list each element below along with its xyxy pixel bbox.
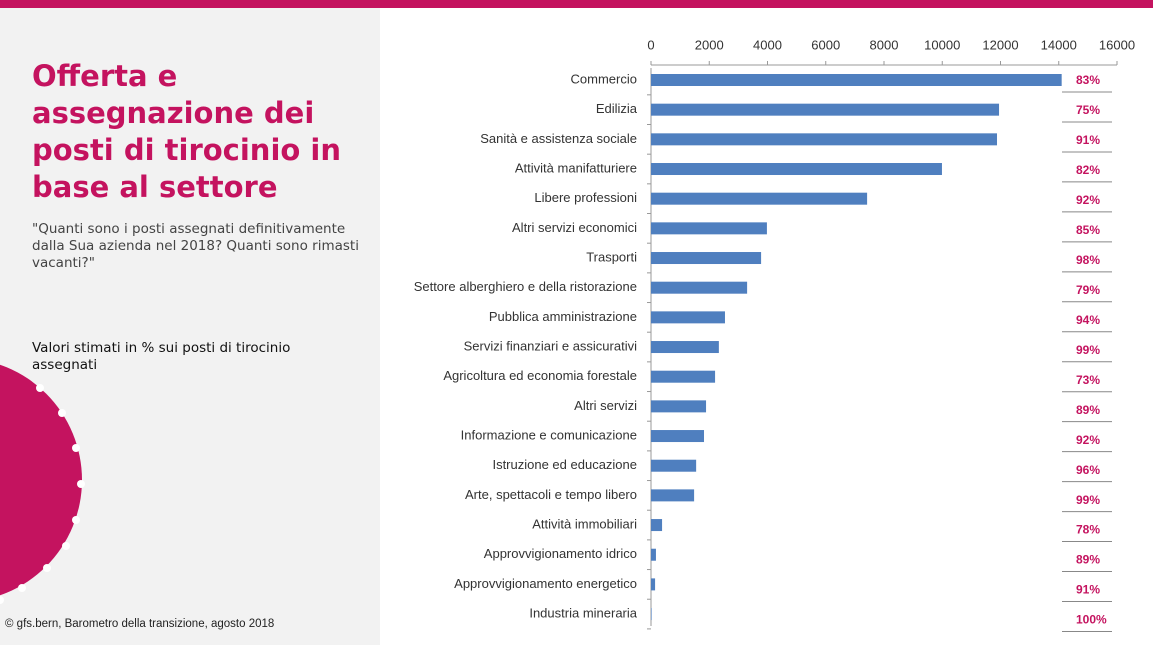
- bar: [651, 400, 707, 413]
- decoration: [0, 364, 85, 604]
- y-tick-label: Settore alberghiero e della ristorazione: [414, 279, 637, 294]
- share-label: 91%: [1076, 583, 1100, 597]
- y-tick-label: Istruzione ed educazione: [492, 457, 637, 472]
- y-tick-label: Commercio: [571, 71, 637, 86]
- subtitle: "Quanti sono i posti assegnati definitiv…: [32, 221, 359, 271]
- x-tick-label: 12000: [982, 37, 1018, 52]
- share-label: 78%: [1076, 523, 1100, 537]
- y-tick-label: Edilizia: [596, 101, 638, 116]
- bar: [651, 459, 697, 472]
- y-tick-label: Approvvigionamento idrico: [484, 546, 637, 561]
- y-tick-label: Agricoltura ed economia forestale: [443, 368, 637, 383]
- bar: [651, 163, 942, 176]
- bar: [651, 222, 767, 235]
- bar: [651, 608, 652, 621]
- note: Valori stimati in % sui posti di tirocin…: [32, 340, 291, 373]
- bar: [651, 103, 1000, 116]
- share-label: 83%: [1076, 73, 1100, 87]
- bar: [651, 133, 998, 146]
- x-tick-label: 2000: [695, 37, 724, 52]
- decor-dots: [0, 384, 85, 604]
- bar: [651, 74, 1062, 86]
- x-tick-label: 6000: [811, 37, 840, 52]
- y-tick-label: Trasporti: [586, 249, 637, 264]
- x-tick-label: 8000: [870, 37, 899, 52]
- bar: [651, 281, 748, 294]
- y-tick-label: Pubblica amministrazione: [489, 309, 637, 324]
- bar: [651, 341, 719, 354]
- y-tick-label: Approvvigionamento energetico: [454, 576, 637, 591]
- y-tick-label: Libere professioni: [534, 190, 637, 205]
- bar: [651, 489, 695, 502]
- y-tick-label: Informazione e comunicazione: [461, 427, 637, 442]
- y-tick-label: Attività immobiliari: [532, 516, 637, 531]
- share-label: 99%: [1076, 493, 1100, 507]
- bar: [651, 192, 868, 205]
- share-label: 99%: [1076, 343, 1100, 357]
- bar: [651, 252, 762, 265]
- share-label: 100%: [1076, 613, 1107, 627]
- x-tick-label: 0: [647, 37, 654, 52]
- bar: [651, 311, 725, 324]
- share-label: 92%: [1076, 433, 1100, 447]
- x-tick-label: 16000: [1099, 37, 1135, 52]
- share-label: 91%: [1076, 133, 1100, 147]
- share-label: 94%: [1076, 313, 1100, 327]
- share-label: 89%: [1076, 403, 1100, 417]
- y-tick-label: Sanità e assistenza sociale: [480, 131, 637, 146]
- bar: [651, 430, 705, 443]
- bar: [651, 548, 656, 561]
- bar: [651, 519, 663, 532]
- decor-circle: [0, 364, 82, 596]
- share-label: 82%: [1076, 163, 1100, 177]
- share-label: 73%: [1076, 373, 1100, 387]
- side-panel: Offerta e assegnazione dei posti di tiro…: [0, 8, 380, 645]
- share-label: 75%: [1076, 103, 1100, 117]
- share-label: 98%: [1076, 253, 1100, 267]
- y-tick-label: Altri servizi: [574, 398, 637, 413]
- share-label: 96%: [1076, 463, 1100, 477]
- y-tick-label: Industria mineraria: [529, 605, 637, 620]
- source: © gfs.bern, Barometro della transizione,…: [5, 618, 275, 630]
- y-tick-label: Attività manifatturiere: [515, 160, 637, 175]
- y-tick-label: Servizi finanziari e assicurativi: [464, 338, 638, 353]
- y-tick-label: Altri servizi economici: [512, 220, 637, 235]
- share-label: 85%: [1076, 223, 1100, 237]
- x-tick-label: 4000: [753, 37, 782, 52]
- share-label: 89%: [1076, 553, 1100, 567]
- share-label: 92%: [1076, 193, 1100, 207]
- bar: [651, 370, 716, 383]
- top-bar: [0, 0, 1153, 8]
- x-tick-label: 10000: [924, 37, 960, 52]
- bar: [651, 578, 656, 591]
- title: Offerta e assegnazione dei posti di tiro…: [32, 59, 341, 204]
- share-label: 79%: [1076, 283, 1100, 297]
- y-tick-label: Arte, spettacoli e tempo libero: [465, 487, 637, 502]
- x-tick-label: 14000: [1041, 37, 1077, 52]
